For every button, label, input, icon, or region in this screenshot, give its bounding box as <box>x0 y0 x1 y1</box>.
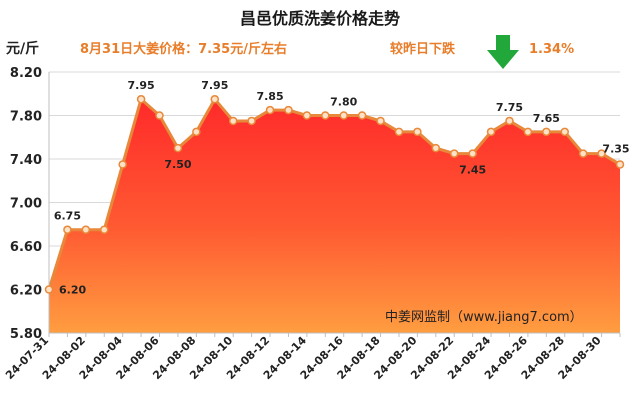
price-note: 8月31日大姜价格：7.35元/斤左右 <box>80 41 287 57</box>
data-point <box>81 225 91 234</box>
data-point <box>615 160 625 169</box>
data-labels: 6.20 6.75 7.95 7.50 7.95 7.85 7.80 7.45 7.75 7.65… <box>54 79 630 296</box>
data-point <box>44 285 54 294</box>
data-point <box>173 143 183 153</box>
data-label: 6.75 <box>54 210 81 223</box>
data-label: 6.20 <box>59 284 86 297</box>
data-point <box>542 127 551 137</box>
data-point <box>63 225 72 234</box>
data-point <box>431 143 441 153</box>
data-label: 7.95 <box>201 79 228 92</box>
change-value: 1.34% <box>529 42 574 57</box>
data-label: 7.35 <box>602 142 629 155</box>
data-point <box>394 127 404 137</box>
data-point <box>321 111 330 120</box>
data-point <box>136 94 146 104</box>
y-tick-label: 7.40 <box>10 153 42 168</box>
data-label: 7.95 <box>128 79 155 92</box>
data-point <box>505 116 514 126</box>
y-tick-label: 5.80 <box>10 327 42 342</box>
y-tick-label: 8.20 <box>10 66 42 81</box>
data-point <box>118 160 127 169</box>
y-axis-unit: 元/斤 <box>6 40 39 57</box>
y-tick-label: 7.80 <box>10 110 42 125</box>
data-label: 7.80 <box>330 96 357 109</box>
data-point <box>192 127 201 137</box>
data-point <box>597 149 606 158</box>
data-point <box>560 127 569 137</box>
y-tick-label: 6.60 <box>10 240 42 255</box>
data-point <box>100 225 109 234</box>
data-point <box>302 111 312 120</box>
data-point <box>155 111 164 120</box>
area-fill <box>49 99 620 333</box>
data-point <box>449 149 459 158</box>
chart-title: 昌邑优质洗姜价格走势 <box>240 9 400 28</box>
data-point <box>413 127 422 137</box>
data-point <box>228 116 238 126</box>
data-point <box>578 149 588 158</box>
data-point <box>339 111 348 120</box>
down-arrow-icon <box>487 35 519 69</box>
price-area <box>47 97 621 333</box>
y-tick-label: 7.00 <box>10 197 42 212</box>
data-point <box>357 111 367 120</box>
data-point <box>486 127 496 137</box>
data-point <box>247 116 256 126</box>
data-point <box>376 116 385 126</box>
data-point <box>523 127 533 137</box>
data-label: 7.65 <box>533 112 560 125</box>
data-point <box>468 149 477 158</box>
data-label: 7.45 <box>459 164 486 177</box>
y-tick-labels: 5.80 6.20 6.60 7.00 7.40 7.80 8.20 <box>10 66 42 342</box>
data-label: 7.85 <box>256 90 283 103</box>
data-point <box>210 94 220 104</box>
data-point <box>284 105 293 115</box>
watermark: 中姜网监制（www.jiang7.com） <box>385 310 583 325</box>
data-label: 7.50 <box>164 158 191 171</box>
data-markers <box>44 94 625 294</box>
data-label: 7.75 <box>496 101 523 114</box>
x-tick-labels: 24-07-3124-08-0224-08-0424-08-0624-08-08… <box>3 334 604 382</box>
data-point <box>265 105 275 115</box>
change-note: 较昨日下跌 <box>390 41 456 57</box>
y-tick-label: 6.20 <box>10 284 42 299</box>
